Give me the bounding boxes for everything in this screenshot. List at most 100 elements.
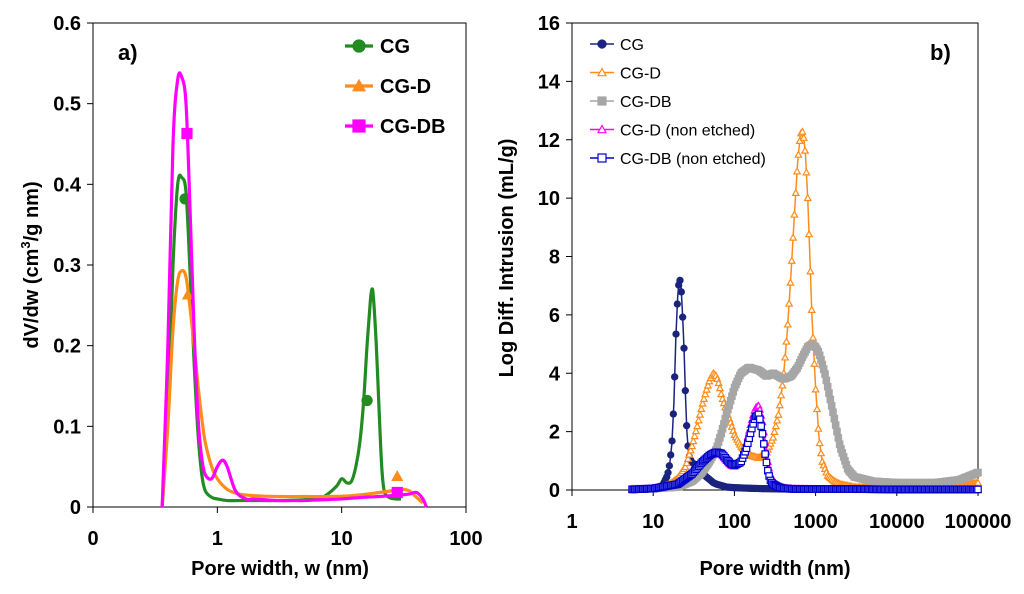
data-point: [787, 256, 796, 264]
panel-a-y-label-sup: 3: [18, 241, 33, 248]
data-point: [181, 127, 193, 140]
legend-item-cg-d: CG-D: [590, 66, 661, 83]
panel-a-series: [160, 71, 428, 508]
data-point: [782, 337, 791, 345]
panel-b-x-ticks: 1 10 100 1000 10000 100000: [566, 490, 1011, 533]
legend-label: CG-DB: [620, 94, 672, 111]
series-cg: [628, 276, 982, 494]
data-point: [686, 445, 695, 454]
panel-a-y-axis-label: dV/dw (cm3/g nm): [18, 181, 43, 348]
data-point: [701, 389, 710, 398]
series-cg: [160, 173, 402, 508]
data-point: [690, 431, 699, 440]
x-tick-label: 0: [87, 528, 98, 550]
legend-label: CG-DB (non etched): [620, 151, 766, 168]
data-point: [771, 421, 781, 430]
x-tick-label: 1: [566, 511, 577, 533]
data-point: [783, 319, 792, 328]
data-point: [681, 462, 690, 471]
legend-marker: [352, 39, 366, 53]
data-point: [676, 276, 684, 285]
y-tick-label: 12: [538, 130, 560, 152]
data-point: [778, 380, 787, 389]
legend-marker: [597, 39, 607, 49]
panel-b-series: [627, 127, 983, 494]
data-point: [814, 424, 823, 432]
data-point: [808, 333, 818, 341]
data-point: [695, 410, 705, 418]
series-cg-db-non-etched: [628, 410, 982, 494]
data-point: [786, 278, 795, 286]
data-point: [685, 450, 694, 458]
data-point: [804, 229, 814, 238]
legend-item-cg: CG: [345, 36, 410, 58]
data-point: [812, 404, 822, 413]
data-point: [361, 394, 373, 407]
legend-item-cg-db: CG-DB: [345, 116, 446, 138]
data-point: [834, 434, 843, 442]
panel-a-x-ticks: 0 1 10 100: [87, 507, 483, 550]
data-point: [826, 395, 835, 404]
legend-marker: [352, 119, 366, 133]
data-point: [811, 384, 820, 393]
data-point: [683, 454, 693, 462]
data-point: [770, 427, 779, 435]
legend-item-cg-db-non-etched: CG-DB (non etched): [590, 151, 766, 168]
data-point: [693, 421, 702, 430]
x-tick-label: 100000: [945, 511, 1012, 533]
data-point: [800, 146, 810, 154]
data-point: [391, 470, 404, 481]
data-point: [664, 468, 672, 477]
y-tick-label: 0.3: [53, 255, 81, 277]
legend-item-cg: CG: [590, 37, 644, 54]
x-tick-label: 10000: [869, 511, 925, 533]
y-tick-label: 16: [538, 13, 560, 35]
y-tick-label: 4: [549, 363, 561, 385]
series-line-cg: [632, 276, 978, 491]
y-tick-label: 0.2: [53, 336, 81, 358]
data-point: [823, 382, 832, 391]
x-tick-label: 1: [212, 528, 223, 550]
legend-marker: [596, 67, 608, 77]
legend-marker: [596, 124, 608, 134]
panel-b-legend: CG CG-D CG-DB CG-D (non etched) CG-DB (non e…: [590, 37, 766, 168]
data-point: [668, 437, 676, 445]
y-tick-label: 6: [549, 305, 560, 327]
data-point: [792, 166, 802, 175]
x-tick-label: 100: [718, 511, 751, 533]
data-point: [768, 433, 778, 441]
data-point: [798, 127, 807, 135]
data-point: [691, 426, 701, 435]
data-point: [803, 193, 812, 202]
data-point: [974, 485, 982, 494]
panel-b-x-axis-label: Pore width (nm): [699, 558, 850, 580]
legend-label: CG-D: [380, 76, 431, 98]
y-tick-label: 2: [549, 422, 560, 444]
panel-a: a) Pore width, w (nm) dV/dw (cm3/g nm) 0…: [18, 13, 483, 580]
panel-a-legend: CG CG-D CG-DB: [345, 36, 446, 138]
panel-b-y-axis-label: Log Diff. Intrusion (mL/g): [496, 139, 518, 378]
data-point: [829, 408, 837, 417]
data-point: [833, 427, 841, 436]
data-point: [788, 233, 798, 241]
x-tick-label: 100: [449, 528, 482, 550]
data-point: [775, 400, 785, 409]
panel-b-label: b): [930, 40, 951, 65]
y-tick-label: 0: [549, 480, 560, 502]
data-point: [665, 462, 674, 470]
y-tick-label: 10: [538, 188, 560, 210]
data-point: [715, 383, 725, 392]
data-point: [181, 288, 194, 300]
y-tick-label: 0.1: [53, 416, 81, 438]
data-point: [825, 389, 833, 397]
x-tick-label: 10: [331, 528, 353, 550]
data-point: [791, 188, 800, 197]
series-line-cg-d: [160, 268, 424, 508]
data-point: [774, 410, 783, 418]
data-point: [717, 389, 726, 398]
data-point: [816, 448, 826, 457]
panel-b-y-ticks: 0 2 4 6 8 10 12 14 16: [538, 13, 572, 502]
legend-label: CG-D (non etched): [620, 123, 755, 140]
data-point: [671, 373, 679, 381]
panel-a-y-ticks: 0 0.1 0.2 0.3 0.4 0.5 0.6: [53, 13, 93, 519]
